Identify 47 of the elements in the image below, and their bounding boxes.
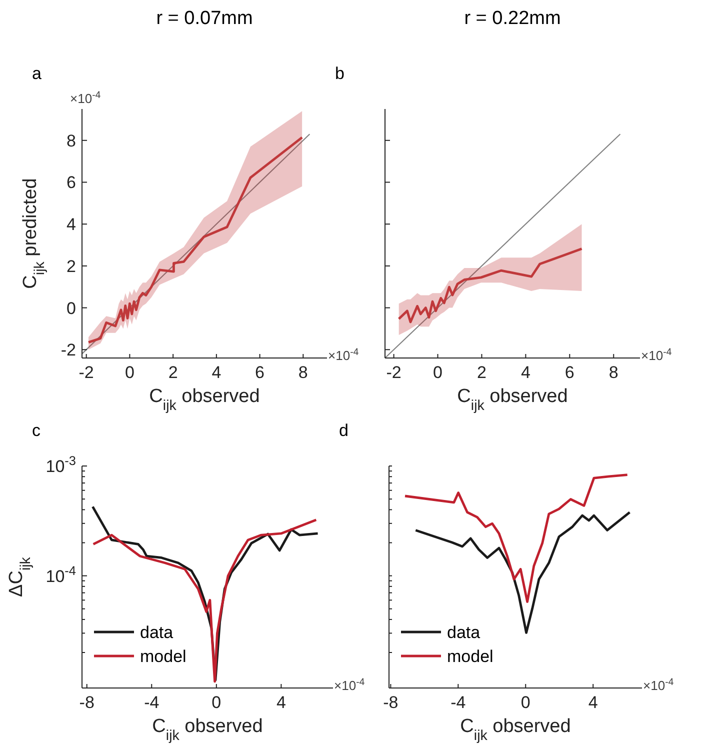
x-tick-label: 4 bbox=[520, 363, 530, 382]
x-tick-label: 4 bbox=[276, 693, 286, 712]
y-tick-label: 10$^{-3}$ bbox=[46, 452, 76, 476]
legend-label: data bbox=[140, 623, 174, 642]
x-axis-title: C$_{ijk}$ observed bbox=[457, 386, 568, 414]
x-tick-label: 6 bbox=[564, 363, 574, 382]
x-tick-label: -8 bbox=[79, 693, 94, 712]
x-tick-label: 0 bbox=[124, 363, 134, 382]
text: ×10$^{-4}$ bbox=[334, 676, 366, 693]
x-tick-label: 4 bbox=[212, 363, 222, 382]
x-tick-label: -2 bbox=[78, 363, 94, 382]
y-tick-label: 2 bbox=[66, 256, 76, 276]
x-tick-label: 6 bbox=[255, 363, 265, 382]
text: a bbox=[32, 64, 42, 83]
x-tick-label: 8 bbox=[608, 363, 618, 382]
chart-title: r = 0.07mm bbox=[156, 8, 253, 29]
text: ×10$^{-4}$ bbox=[70, 90, 102, 106]
x-axis-title: C$_{ijk}$ observed bbox=[149, 386, 260, 414]
text: ×10$^{-4}$ bbox=[641, 346, 672, 363]
text: c bbox=[32, 421, 41, 440]
chart-title: r = 0.22mm bbox=[464, 8, 561, 29]
x-tick-label: -4 bbox=[144, 693, 160, 712]
legend-label: model bbox=[447, 647, 494, 666]
x-tick-label: 2 bbox=[168, 363, 178, 382]
y-tick-label: 4 bbox=[66, 215, 76, 234]
x-tick-label: 0 bbox=[520, 693, 530, 712]
y-tick-label: 6 bbox=[66, 173, 76, 192]
x-axis-title: C$_{ijk}$ observed bbox=[460, 716, 571, 744]
x-tick-label: 4 bbox=[588, 693, 598, 712]
x-tick-label: -2 bbox=[386, 363, 402, 382]
text: ×10$^{-4}$ bbox=[328, 346, 360, 363]
x-tick-label: 0 bbox=[212, 693, 222, 712]
legend-label: data bbox=[447, 623, 481, 642]
y-tick-label: 0 bbox=[66, 298, 76, 318]
text: ×10$^{-4}$ bbox=[643, 676, 674, 693]
y-tick-label: 10$^{-4}$ bbox=[46, 562, 76, 586]
y-tick-label: -2 bbox=[60, 340, 76, 360]
text: b bbox=[335, 64, 344, 83]
legend-label: model bbox=[140, 647, 186, 666]
x-axis-title: C$_{ijk}$ observed bbox=[152, 716, 263, 744]
text: d bbox=[339, 421, 348, 440]
x-tick-label: 8 bbox=[298, 363, 308, 382]
x-tick-label: 0 bbox=[433, 363, 442, 382]
y-tick-label: 8 bbox=[66, 131, 76, 150]
x-tick-label: -8 bbox=[383, 693, 398, 712]
x-tick-label: -4 bbox=[450, 693, 466, 712]
x-tick-label: 2 bbox=[476, 363, 486, 382]
